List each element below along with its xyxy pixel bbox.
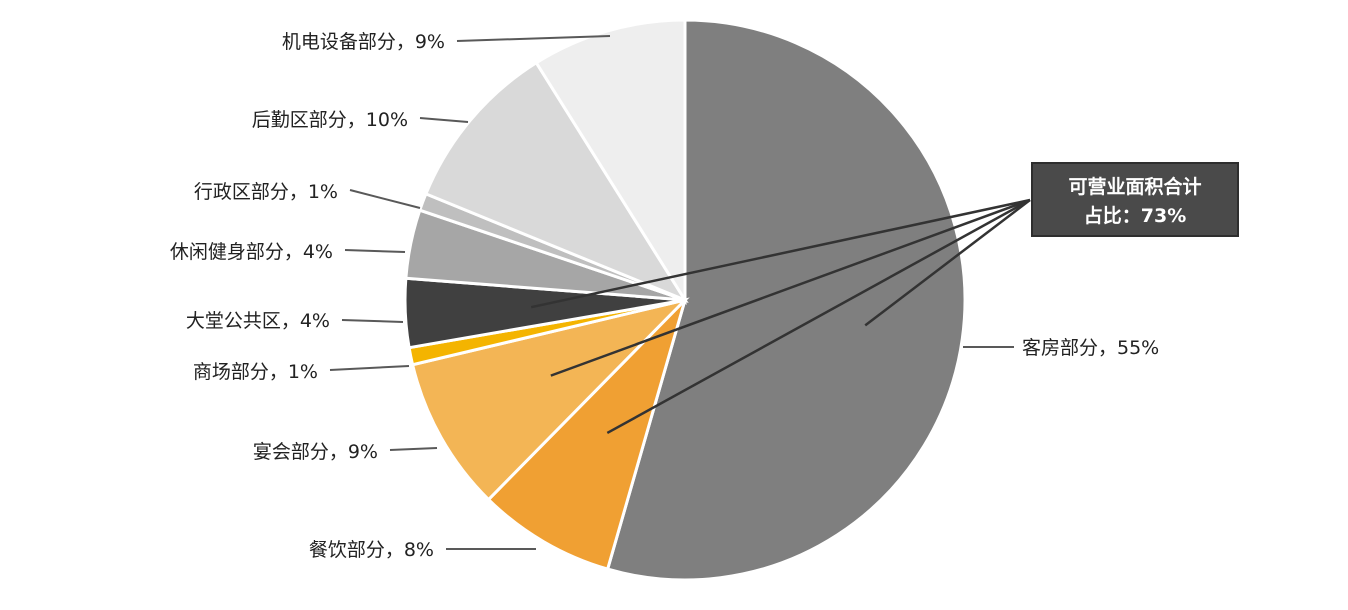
- slice-label: 休闲健身部分，4%: [170, 241, 333, 263]
- pie-slice: [534, 18, 687, 306]
- slice-label: 行政区部分，1%: [194, 181, 338, 203]
- slice-label: 后勤区部分，10%: [252, 109, 408, 131]
- slice-label: 商场部分，1%: [193, 361, 318, 383]
- slice-label: 宴会部分，9%: [253, 440, 378, 463]
- callout-line-1: 可营业面积合计: [1068, 175, 1201, 198]
- label-leader-line: [329, 365, 410, 371]
- pie-slice: [486, 298, 687, 571]
- callout-box: [1031, 162, 1239, 237]
- slice-label: 机电设备部分，9%: [282, 31, 445, 53]
- label-leader-line: [456, 35, 611, 42]
- callout-pointer-line: [606, 198, 1031, 435]
- slice-label: 大堂公共区，4%: [186, 310, 330, 332]
- callout-line-2: 占比：73%: [1084, 204, 1186, 227]
- callout-pointer-line: [530, 198, 1031, 309]
- pie-slice: [423, 60, 689, 304]
- callout-pointer-line: [550, 198, 1031, 377]
- callout-pointer-line: [864, 199, 1031, 327]
- slice-label: 餐饮部分，8%: [309, 539, 434, 561]
- label-leader-line: [341, 319, 404, 323]
- label-leader-line: [389, 447, 438, 451]
- label-leader-line: [419, 117, 469, 123]
- label-leader-line: [344, 249, 406, 253]
- pie-slice: [605, 18, 967, 582]
- label-leader-line: [349, 189, 421, 209]
- slice-label: 客房部分，55%: [1022, 337, 1159, 359]
